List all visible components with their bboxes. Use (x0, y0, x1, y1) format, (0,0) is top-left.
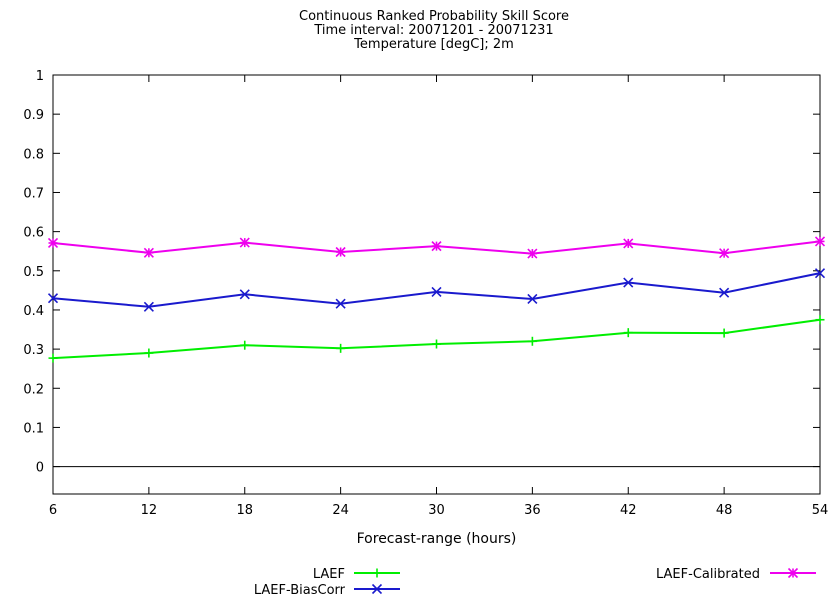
data-point (719, 248, 730, 259)
data-point (719, 328, 729, 338)
data-point (527, 248, 538, 259)
y-tick-label: 0.3 (23, 343, 44, 358)
data-point (239, 237, 250, 248)
series-laef-calibrated (47, 236, 826, 259)
data-point (431, 286, 442, 298)
y-tick-label: 0.6 (23, 226, 44, 241)
data-point (623, 277, 634, 288)
data-point (815, 315, 825, 325)
data-point (336, 343, 346, 353)
data-point (527, 293, 538, 305)
legend-item: LAEF-Calibrated (656, 567, 816, 582)
data-point (47, 237, 59, 249)
plot-frame (52, 74, 821, 495)
legend-label: LAEF-BiasCorr (254, 583, 346, 596)
series-line (52, 318, 821, 360)
data-point (623, 328, 633, 338)
data-point (143, 301, 154, 312)
y-tick-label: 0.5 (23, 265, 44, 280)
legend-item: LAEF-BiasCorr (254, 583, 400, 596)
axis-ticks: 0 0.1 0.2 0.3 0.4 0.5 0.6 0.7 0.8 0.9 1 6 12 18 24 30 36… (23, 69, 828, 518)
data-point (335, 246, 346, 258)
y-tick-label: 0.8 (23, 147, 44, 162)
x-tick-label: 6 (49, 503, 57, 518)
legend-swatch-marker (371, 583, 383, 595)
series-line (52, 272, 821, 308)
data-point (527, 336, 537, 346)
y-tick-label: 0.2 (23, 382, 44, 397)
data-point (240, 340, 250, 350)
y-tick-label: 1 (36, 69, 44, 84)
x-tick-label: 48 (716, 503, 733, 518)
legend-swatch-marker (787, 567, 799, 579)
legend-label: LAEF-Calibrated (656, 567, 760, 582)
chart-title: Continuous Ranked Probability Skill Scor… (299, 9, 569, 52)
data-point (814, 268, 826, 279)
legend-label: LAEF (313, 567, 345, 582)
legend-item: LAEF (313, 567, 400, 582)
data-point (431, 241, 442, 252)
data-point (432, 339, 441, 349)
data-point (814, 236, 826, 247)
data-point (143, 247, 154, 258)
y-tick-label: 0 (36, 461, 44, 476)
data-point (623, 238, 634, 249)
data-point (48, 353, 58, 363)
data-point (719, 287, 730, 298)
x-tick-label: 24 (332, 503, 349, 518)
x-axis-label: Forecast-range (hours) (357, 531, 517, 547)
x-tick-label: 18 (236, 503, 253, 518)
data-point (47, 293, 59, 304)
data-point (144, 348, 154, 358)
legend-swatch-marker (372, 568, 382, 578)
data-point (239, 289, 250, 300)
series-laef (48, 315, 825, 363)
x-tick-label: 30 (428, 503, 445, 518)
x-tick-label: 12 (141, 503, 158, 518)
title-line: Temperature [degC]; 2m (353, 37, 514, 52)
title-line: Continuous Ranked Probability Skill Scor… (299, 9, 569, 24)
x-tick-label: 36 (524, 503, 541, 518)
y-tick-label: 0.7 (23, 186, 44, 201)
y-tick-label: 0.1 (23, 421, 44, 436)
x-tick-label: 54 (812, 503, 829, 518)
y-tick-label: 0.9 (23, 108, 44, 123)
series-laef-biascorr (47, 268, 826, 312)
x-tick-label: 42 (620, 503, 637, 518)
series-group (47, 236, 826, 363)
title-line: Time interval: 20071201 - 20071231 (313, 23, 553, 38)
y-tick-label: 0.4 (23, 304, 44, 319)
data-point (335, 298, 346, 309)
